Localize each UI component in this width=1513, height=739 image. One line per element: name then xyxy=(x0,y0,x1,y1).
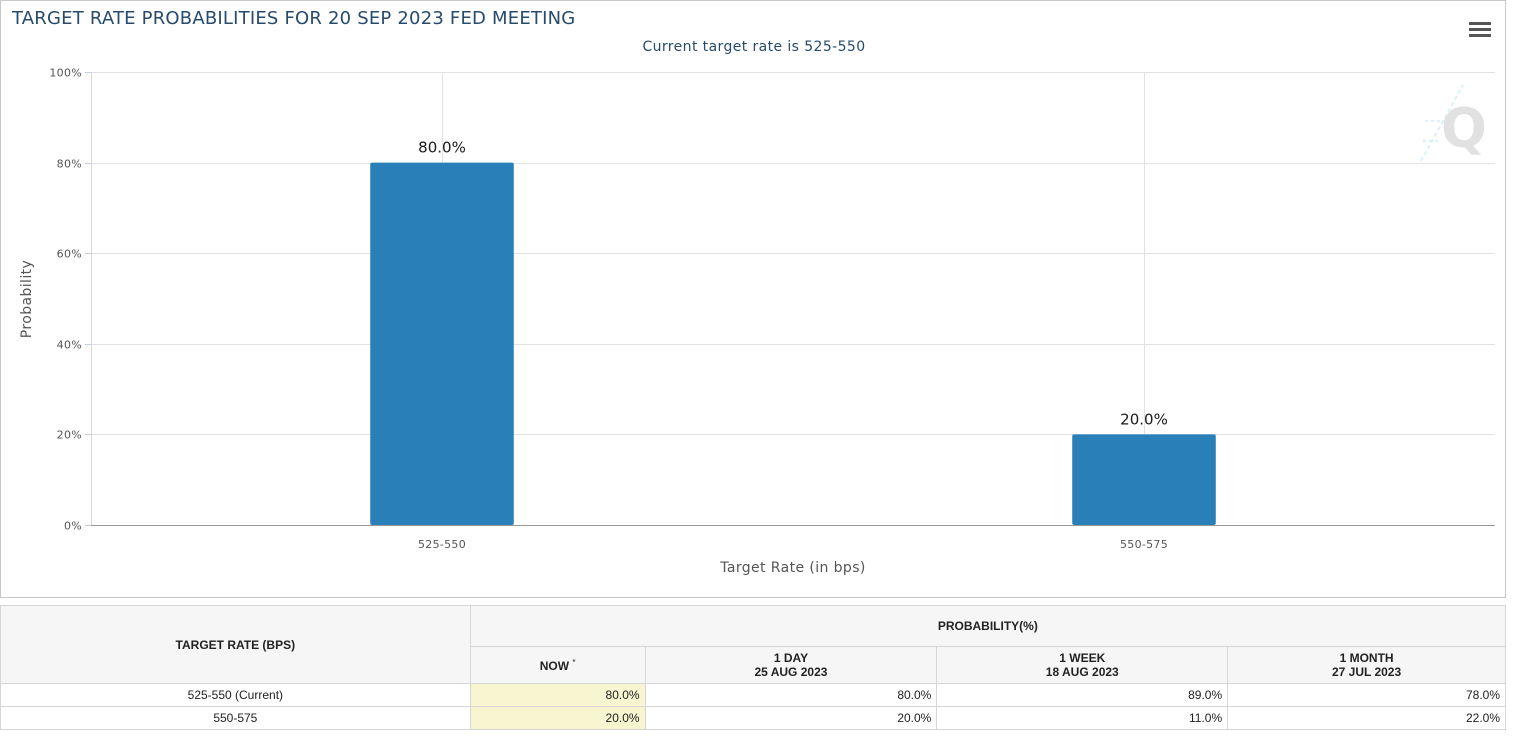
col-1month-label: 1 MONTH xyxy=(1339,650,1394,665)
col-1month-date: 27 JUL 2023 xyxy=(1331,664,1402,679)
grid-lines xyxy=(85,72,1495,526)
labels: 0% 20% 40% 60% 80% 100% 80.0% 525-550 20.0% 550-5… xyxy=(49,67,1168,552)
y-tick-label: 40% xyxy=(57,339,82,352)
probability-table: TARGET RATE (BPS) PROBABILITY(%) NOW * 1… xyxy=(0,605,1507,730)
x-tick-label: 525-550 xyxy=(418,538,466,551)
svg-text:Q: Q xyxy=(1441,97,1487,160)
day-cell: 20.0% xyxy=(644,706,938,730)
col-1day-header: 1 DAY 25 AUG 2023 xyxy=(644,645,938,685)
probability-header: PROBABILITY(%) xyxy=(469,605,1507,647)
bar-525-550[interactable] xyxy=(370,162,514,525)
y-tick-label: 0% xyxy=(64,520,82,533)
bars xyxy=(370,162,1216,525)
y-tick-label: 60% xyxy=(57,248,82,261)
x-tick-label: 550-575 xyxy=(1120,538,1168,551)
bar-chart: Q 0% 20% 40% 60% 80% 100% 80.0% 525-550 20.0% 550… xyxy=(19,67,1495,576)
y-tick-label: 80% xyxy=(57,158,82,171)
chart-subtitle: Current target rate is 525-550 xyxy=(642,39,866,55)
y-tick-label: 100% xyxy=(49,67,82,80)
data-label: 20.0% xyxy=(1120,410,1168,428)
probability-table-wrap: TARGET RATE (BPS) PROBABILITY(%) NOW * 1… xyxy=(0,605,1507,730)
now-cell: 80.0% xyxy=(469,683,646,707)
chart-title: TARGET RATE PROBABILITIES FOR 20 SEP 202… xyxy=(12,8,576,29)
rate-cell: 525-550 (Current) xyxy=(0,683,471,707)
col-1week-date: 18 AUG 2023 xyxy=(1045,664,1119,679)
day-cell: 80.0% xyxy=(644,683,938,707)
rate-cell: 550-575 xyxy=(0,706,471,730)
col-now-label: NOW xyxy=(539,659,570,674)
month-cell: 78.0% xyxy=(1227,683,1506,707)
target-rate-header: TARGET RATE (BPS) xyxy=(0,605,471,684)
y-axis-title: Probability xyxy=(19,260,35,338)
week-cell: 89.0% xyxy=(936,683,1229,707)
chart-panel: TARGET RATE PROBABILITIES FOR 20 SEP 202… xyxy=(0,0,1506,598)
month-cell: 22.0% xyxy=(1227,706,1506,730)
col-1month-header: 1 MONTH 27 JUL 2023 xyxy=(1227,645,1506,685)
col-now-header: NOW * xyxy=(469,645,646,685)
table-row: 525-550 (Current) 80.0% 80.0% 89.0% 78.0… xyxy=(0,683,1506,707)
col-1week-header: 1 WEEK 18 AUG 2023 xyxy=(936,645,1229,685)
y-tick-label: 20% xyxy=(57,429,82,442)
col-1day-date: 25 AUG 2023 xyxy=(754,664,828,679)
table-row: 550-575 20.0% 20.0% 11.0% 22.0% xyxy=(0,706,1506,730)
data-label: 80.0% xyxy=(418,139,466,157)
cme-q-logo-icon: Q xyxy=(1420,84,1487,162)
week-cell: 11.0% xyxy=(936,706,1229,730)
col-now-marker: * xyxy=(572,658,576,668)
hamburger-menu-icon[interactable] xyxy=(1468,19,1492,41)
bar-550-575[interactable] xyxy=(1072,434,1216,525)
now-cell: 20.0% xyxy=(469,706,646,730)
x-axis-title: Target Rate (in bps) xyxy=(719,560,866,576)
col-1day-label: 1 DAY xyxy=(773,650,809,665)
col-1week-label: 1 WEEK xyxy=(1059,650,1106,665)
